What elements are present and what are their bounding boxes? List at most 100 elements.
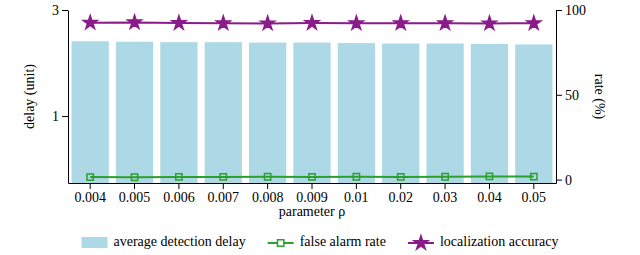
tick-label: 0.01 — [344, 190, 369, 205]
tick: 0.02 — [388, 183, 413, 205]
axis-title: parameter ρ — [279, 204, 345, 219]
tick-label: 0.03 — [433, 190, 458, 205]
tick-mark — [556, 10, 562, 11]
chart: 0.004 0.005 0.006 0.007 0.008 0.009 0.01 0.02 0.… — [0, 0, 640, 255]
y2-axis: 0 50 100 — [556, 3, 586, 188]
tick-mark — [356, 183, 357, 189]
axis-line — [68, 11, 69, 184]
tick-label: 0.008 — [252, 190, 284, 205]
line — [90, 175, 534, 178]
tick-mark — [267, 183, 268, 189]
tick-mark — [312, 183, 313, 189]
marker — [349, 16, 363, 29]
tick-label: 50 — [565, 88, 579, 103]
tick-label: 0.004 — [74, 190, 106, 205]
tick: 0.008 — [252, 183, 284, 205]
tick-label: 0.005 — [119, 190, 151, 205]
marker — [398, 174, 404, 180]
tick-mark — [533, 183, 534, 189]
tick-mark — [134, 183, 135, 189]
marker — [483, 16, 497, 29]
bar — [471, 44, 508, 183]
marker — [261, 16, 275, 29]
bar — [116, 42, 153, 183]
marker — [220, 174, 226, 180]
tick-label: 0.009 — [296, 190, 328, 205]
tick-label: 1 — [52, 109, 59, 124]
tick: 0.01 — [344, 183, 369, 205]
y-axis: 13 — [52, 3, 69, 184]
tick: 100 — [556, 3, 586, 18]
tick: 0.004 — [74, 183, 106, 205]
legend: average detection delay false alarm rate l… — [82, 234, 559, 249]
legend-item: localization accuracy — [408, 234, 559, 249]
bar — [515, 44, 552, 183]
tick-mark — [62, 116, 68, 117]
legend-label: average detection delay — [114, 234, 246, 249]
marker — [305, 16, 319, 29]
bar — [72, 41, 109, 183]
legend-item: false alarm rate — [268, 234, 386, 249]
legend-label: false alarm rate — [300, 234, 386, 249]
x-axis: 0.004 0.005 0.006 0.007 0.008 0.009 0.01 0.02 0.… — [69, 183, 557, 205]
marker — [176, 174, 182, 180]
tick-mark — [223, 183, 224, 189]
tick-label: 0 — [565, 173, 572, 188]
marker — [527, 16, 541, 29]
tick-mark — [556, 95, 562, 96]
tick-mark — [445, 183, 446, 189]
tick-mark — [400, 183, 401, 189]
tick-label: 3 — [52, 3, 59, 18]
marker — [216, 16, 230, 29]
tick-mark — [90, 183, 91, 189]
marker — [353, 174, 359, 180]
tick: 0 — [556, 173, 572, 188]
tick-label: 0.007 — [208, 190, 240, 205]
tick-label: 0.006 — [163, 190, 195, 205]
legend-label: localization accuracy — [440, 234, 559, 249]
tick: 0.007 — [208, 183, 240, 205]
marker — [172, 16, 186, 29]
marker — [438, 16, 452, 29]
bar — [426, 44, 463, 183]
marker — [309, 174, 315, 180]
marker — [442, 174, 448, 180]
tick: 0.006 — [163, 183, 195, 205]
tick: 0.005 — [119, 183, 151, 205]
tick-label: 0.04 — [477, 190, 502, 205]
tick-label: 0.02 — [388, 190, 413, 205]
tick: 0.05 — [522, 183, 547, 205]
legend-marker — [414, 236, 428, 249]
bar — [338, 43, 375, 183]
tick: 50 — [556, 88, 579, 103]
bar — [249, 43, 286, 183]
legend-item: average detection delay — [82, 234, 246, 249]
axis-title: rate (%) — [591, 74, 607, 120]
bar — [293, 43, 330, 183]
bar — [205, 42, 242, 183]
marker — [394, 16, 408, 29]
marker — [83, 15, 97, 28]
bar — [382, 44, 419, 183]
legend-swatch — [82, 237, 108, 248]
tick: 0.04 — [477, 183, 502, 205]
axis-line — [556, 11, 557, 184]
axis-title: delay (unit) — [22, 64, 38, 129]
marker — [531, 173, 537, 179]
tick-mark — [178, 183, 179, 189]
tick-label: 100 — [565, 3, 586, 18]
tick-mark — [556, 180, 562, 181]
marker — [486, 173, 492, 179]
legend-marker — [278, 240, 284, 246]
bar — [160, 42, 197, 183]
plot-area — [72, 15, 553, 183]
marker — [87, 174, 93, 180]
marker — [131, 174, 137, 180]
tick: 0.03 — [433, 183, 458, 205]
marker — [128, 15, 142, 28]
marker — [264, 174, 270, 180]
tick: 0.009 — [296, 183, 328, 205]
tick-label: 0.05 — [522, 190, 547, 205]
tick: 3 — [52, 3, 68, 18]
tick-mark — [489, 183, 490, 189]
